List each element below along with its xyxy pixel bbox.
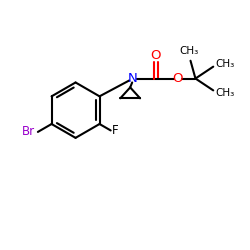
Text: O: O — [151, 49, 161, 62]
Text: CH₃: CH₃ — [179, 46, 198, 56]
Text: N: N — [127, 72, 137, 85]
Text: CH₃: CH₃ — [215, 59, 234, 69]
Text: CH₃: CH₃ — [215, 88, 234, 98]
Text: F: F — [112, 124, 118, 137]
Text: O: O — [172, 72, 183, 85]
Text: Br: Br — [22, 126, 35, 138]
